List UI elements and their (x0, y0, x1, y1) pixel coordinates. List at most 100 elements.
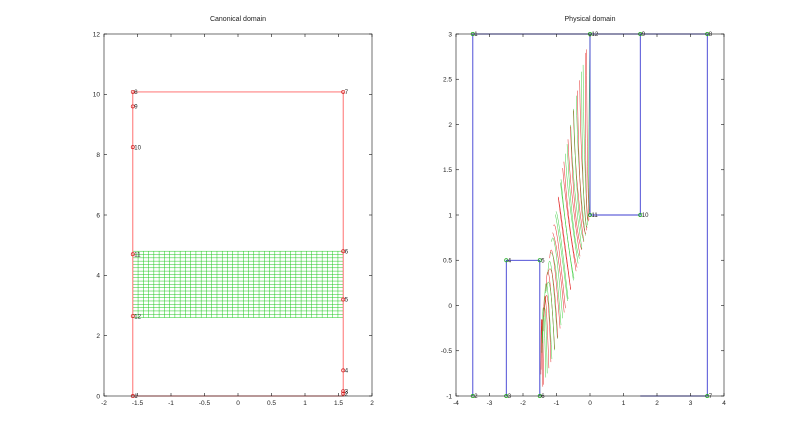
canonical-title: Canonical domain (210, 16, 266, 23)
physical-mesh-arc (555, 211, 569, 299)
vertex-label: 11 (134, 252, 141, 258)
vertex-label: 9 (642, 32, 646, 38)
x-tick-label: -1 (168, 400, 174, 407)
x-tick-label: -1 (554, 400, 560, 407)
vertex-marker (130, 104, 135, 109)
vertex-label: 4 (508, 258, 512, 264)
vertex-label: 4 (345, 369, 349, 375)
x-tick-label: 1 (303, 400, 307, 407)
x-tick-label: 0.5 (267, 400, 276, 407)
physical-mesh-arc (562, 168, 577, 272)
y-tick-label: 6 (96, 212, 100, 219)
physical-mesh-radial (555, 214, 568, 302)
physical-mesh-arc (553, 224, 566, 309)
physical-mesh-radial (560, 179, 575, 279)
vertex-label: 3 (508, 394, 512, 400)
y-tick-label: -0.5 (441, 348, 453, 355)
vertex-marker (341, 249, 346, 254)
x-tick-label: 1 (622, 400, 626, 407)
x-tick-label: 0 (236, 400, 240, 407)
vertex-label: 8 (134, 90, 138, 96)
vertex-marker (130, 252, 135, 257)
y-tick-label: 2 (448, 122, 452, 129)
vertex-label: 1 (134, 394, 138, 400)
physical-title: Physical domain (565, 16, 616, 23)
vertex-marker (341, 368, 346, 373)
x-tick-label: -2 (101, 400, 107, 407)
physical-mesh-radial (581, 71, 588, 228)
vertex-marker (130, 314, 135, 319)
vertex-label: 12 (134, 314, 141, 320)
vertex-label: 5 (345, 298, 349, 304)
physical-mesh-arc (541, 307, 547, 378)
vertex-marker (341, 89, 346, 94)
vertex-marker (537, 258, 542, 263)
y-tick-label: 0 (448, 303, 452, 310)
y-tick-label: 4 (96, 273, 100, 280)
physical-mesh-arc (582, 64, 588, 226)
vertex-label: 7 (709, 394, 713, 400)
x-tick-label: -2 (520, 400, 526, 407)
physical-mesh-arc (567, 139, 581, 257)
x-tick-label: 4 (722, 400, 726, 407)
y-tick-label: 1 (448, 212, 452, 219)
physical-mesh-radial (570, 126, 582, 250)
x-tick-label: 2 (370, 400, 374, 407)
canonical-mesh (132, 250, 344, 318)
x-tick-label: -0.5 (199, 400, 211, 407)
y-tick-label: 2 (96, 333, 100, 340)
vertex-marker (130, 89, 135, 94)
physical-mesh-arc (544, 282, 553, 360)
physical-mesh-radial (573, 108, 585, 242)
canonical-axes-box (103, 33, 373, 397)
vertex-marker (341, 391, 346, 396)
physical-mesh-radial (557, 196, 571, 290)
physical-mesh-radial (543, 294, 552, 363)
y-tick-label: 0 (96, 393, 100, 400)
physical-mesh-radial (588, 33, 591, 216)
vertex-label: 12 (592, 32, 599, 38)
physical-mesh-arc (576, 95, 586, 236)
physical-mesh-arc (586, 49, 590, 221)
y-tick-label: -1 (446, 393, 452, 400)
x-tick-label: 3 (689, 400, 693, 407)
physical-mesh-arc (573, 110, 585, 242)
physical-mesh (539, 33, 591, 396)
y-tick-label: 1.5 (443, 167, 452, 174)
vertex-marker (130, 145, 135, 150)
vertex-label: 2 (474, 394, 478, 400)
physical-mesh-radial (540, 319, 544, 385)
vertex-marker (341, 389, 346, 394)
canonical-x-ticks: -2 -1.5 -1 -0.5 0 0.5 1 1.5 2 (101, 34, 374, 407)
physical-mesh-arc (570, 124, 583, 250)
y-tick-label: 8 (96, 152, 100, 159)
physical-mesh-arc (579, 80, 587, 231)
y-tick-label: 3 (448, 31, 452, 38)
vertex-label: 10 (642, 213, 649, 219)
x-tick-label: -4 (453, 400, 459, 407)
canonical-boundary (132, 91, 344, 397)
x-tick-label: 0 (588, 400, 592, 407)
boundary-segment (505, 259, 540, 396)
boundary-line (132, 91, 344, 397)
physical-mesh-arc (540, 319, 544, 387)
vertex-marker (638, 213, 643, 217)
physical-y-ticks: -1 -0.5 0 0.5 1 1.5 2 2.5 3 (441, 31, 724, 400)
physical-mesh-radial (550, 252, 562, 326)
physical-mesh-arc (549, 249, 561, 329)
vertex-label: 9 (134, 105, 138, 111)
physical-mesh-radial (566, 144, 580, 259)
vertex-label: 10 (134, 145, 141, 151)
y-tick-label: 2.5 (443, 77, 452, 84)
physical-mesh-radial (545, 281, 555, 351)
y-tick-label: 12 (93, 31, 101, 38)
vertex-label: 2 (345, 392, 349, 398)
vertex-marker (588, 213, 592, 217)
boundary-segment (589, 34, 641, 216)
